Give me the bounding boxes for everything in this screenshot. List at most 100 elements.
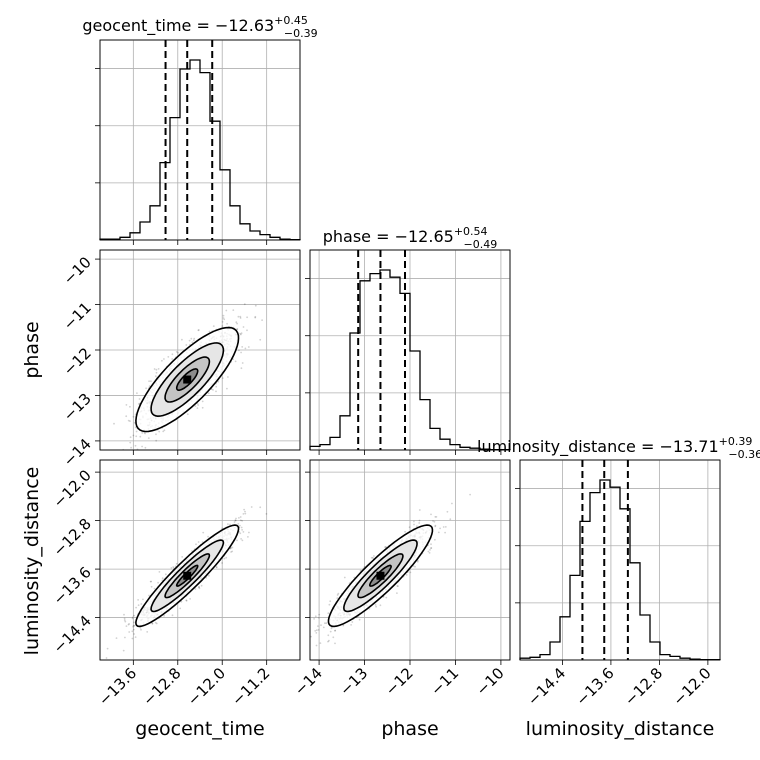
scatter-point	[154, 375, 157, 378]
scatter-point	[151, 622, 154, 625]
scatter-point	[144, 446, 147, 449]
scatter-point	[157, 581, 160, 584]
scatter-point	[239, 524, 241, 527]
scatter-point	[234, 360, 237, 363]
scatter-point	[325, 622, 328, 625]
scatter-point	[175, 562, 178, 565]
scatter-point	[125, 404, 128, 406]
scatter-point	[409, 571, 412, 574]
scatter-point	[232, 309, 235, 311]
scatter-point	[123, 617, 126, 620]
scatter-point	[236, 328, 239, 331]
scatter-point	[197, 541, 200, 543]
tick-label-x-luminosity_distance: −12.8	[621, 664, 666, 709]
scatter-point	[167, 356, 170, 358]
scatter-point	[186, 413, 189, 416]
scatter-point	[444, 526, 447, 528]
scatter-point	[430, 543, 432, 546]
scatter-point	[151, 622, 154, 625]
scatter-point	[435, 516, 438, 518]
scatter-point	[185, 344, 188, 346]
scatter-point	[137, 599, 140, 601]
scatter-point	[202, 531, 205, 534]
scatter-point	[404, 530, 406, 533]
scatter-point	[124, 636, 126, 639]
scatter-point	[200, 584, 203, 587]
scatter-point	[449, 518, 452, 521]
scatter-point	[221, 325, 224, 327]
scatter-point	[138, 398, 141, 400]
scatter-point	[318, 616, 320, 619]
scatter-point	[240, 351, 243, 354]
scatter-point	[418, 509, 421, 511]
scatter-point	[313, 618, 315, 620]
scatter-point	[189, 598, 192, 600]
tick-label-x-geocent_time: −13.6	[95, 664, 140, 709]
scatter-point	[241, 529, 244, 531]
scatter-point	[163, 614, 166, 617]
scatter-point	[396, 585, 399, 587]
tick-label-y-phase: −13	[60, 390, 95, 425]
scatter-point	[172, 566, 175, 568]
xlabel-phase: phase	[381, 718, 438, 740]
scatter-point	[194, 405, 197, 407]
scatter-point	[259, 506, 262, 509]
tick-label-y-luminosity_distance: −13.6	[50, 563, 95, 608]
scatter-point	[193, 337, 196, 340]
scatter-point	[434, 524, 437, 527]
scatter-point	[222, 314, 225, 317]
scatter-point	[215, 390, 217, 393]
scatter-point	[238, 517, 240, 519]
scatter-point	[221, 527, 224, 530]
scatter-point	[221, 377, 224, 379]
scatter-point	[155, 371, 158, 374]
panel-border	[309, 459, 511, 661]
scatter-point	[217, 380, 220, 383]
scatter-point	[315, 632, 318, 634]
scatter-point	[197, 404, 200, 406]
scatter-point	[259, 338, 262, 341]
scatter-point	[231, 546, 234, 549]
scatter-point	[240, 538, 243, 540]
title-geocent-time-lower: −0.39	[284, 27, 318, 40]
xlabel-geocent-time: geocent_time	[135, 718, 264, 740]
tick-label-y-phase: −12	[60, 344, 95, 379]
scatter-point	[334, 629, 336, 632]
scatter-point	[221, 321, 224, 323]
scatter-point	[207, 392, 210, 395]
scatter-point	[212, 389, 214, 391]
scatter-point	[324, 622, 326, 625]
scatter-point	[319, 642, 322, 644]
scatter-point	[125, 625, 128, 627]
scatter-point	[374, 604, 377, 606]
scatter-point	[141, 432, 144, 434]
scatter-point	[397, 585, 399, 587]
title-luminosity-distance: luminosity_distance = −13.71+0.39 −0.36	[477, 435, 760, 461]
scatter-point	[239, 317, 242, 319]
scatter-point	[242, 513, 245, 515]
scatter-point	[226, 322, 229, 325]
scatter-point	[236, 539, 238, 542]
scatter-point	[223, 557, 226, 560]
scatter-point	[254, 304, 257, 307]
scatter-point	[241, 362, 244, 364]
scatter-point	[428, 552, 431, 554]
scatter-point	[327, 634, 330, 637]
scatter-point	[241, 346, 244, 348]
scatter-point	[162, 430, 165, 433]
scatter-point	[135, 435, 138, 438]
scatter-point	[239, 332, 242, 335]
scatter-point	[384, 546, 387, 548]
scatter-point	[133, 421, 136, 424]
scatter-point	[129, 420, 131, 422]
scatter-point	[130, 446, 133, 449]
tick-label-y-phase: −11	[60, 299, 95, 334]
scatter-point	[164, 573, 167, 576]
scatter-point	[222, 317, 225, 319]
scatter-point	[157, 368, 160, 370]
scatter-point	[434, 525, 437, 528]
scatter-point	[379, 604, 382, 607]
contours-geocent_time-luminosity_distance	[135, 524, 240, 628]
scatter-point	[171, 353, 174, 356]
scatter-point	[135, 430, 138, 433]
